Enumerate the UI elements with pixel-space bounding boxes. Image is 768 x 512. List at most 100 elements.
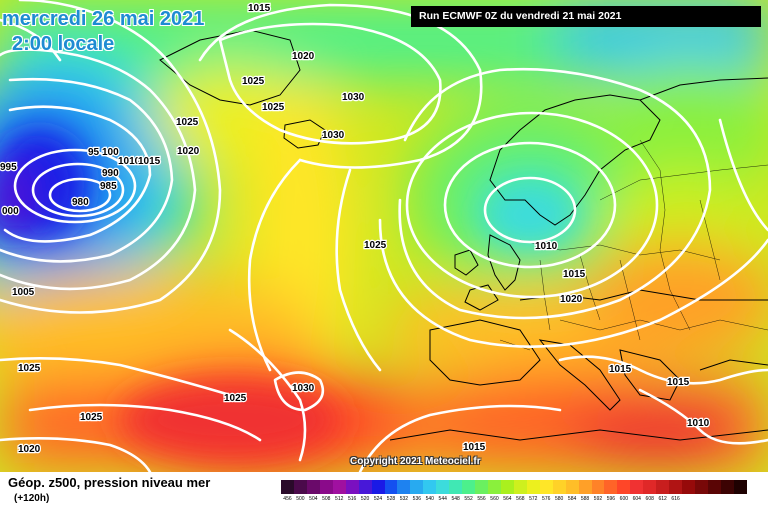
color-swatch-label — [695, 496, 708, 506]
color-swatch-label: 456 — [283, 496, 292, 502]
color-swatch-label: 544 — [438, 496, 447, 502]
color-swatch-label: 516 — [347, 496, 357, 502]
color-swatch-label: 564 — [503, 496, 512, 502]
isobar-label: 1030 — [292, 383, 315, 394]
color-swatch — [695, 480, 708, 494]
run-info: Run ECMWF 0Z du vendredi 21 mai 2021 — [411, 6, 761, 27]
isobar-labels: 1015 1020 1025 1025 1030 1025 1030 1020 995 95 100… — [0, 2, 711, 457]
color-swatch — [293, 480, 307, 494]
color-swatch — [707, 480, 721, 494]
color-swatch — [358, 480, 372, 494]
color-swatch-label: 592 — [593, 496, 603, 502]
color-swatch-label: 552 — [464, 496, 473, 502]
isobar-label: 1025 — [176, 117, 199, 128]
color-swatch — [371, 480, 385, 494]
color-swatch-label: 568 — [516, 496, 525, 502]
isobar-label: 1015 — [563, 269, 586, 280]
isobar-label: 1020 — [177, 146, 200, 157]
color-swatch-label — [682, 496, 695, 506]
copyright-notice: Copyright 2021 Meteociel.fr — [350, 456, 481, 467]
color-swatch — [591, 480, 605, 494]
color-swatch — [436, 480, 450, 494]
color-swatch — [462, 480, 476, 494]
color-swatch — [656, 480, 670, 494]
color-swatch — [384, 480, 398, 494]
color-swatch-label: 604 — [632, 496, 641, 502]
color-swatch-label: 616 — [671, 496, 680, 502]
isobar-label: 1025 — [80, 412, 103, 423]
color-swatch-label: 500 — [296, 496, 305, 502]
color-swatch-label: 580 — [554, 496, 564, 502]
isobar-label: 1030 — [342, 92, 365, 103]
isobar-label: 1010 — [687, 418, 710, 429]
color-swatch — [475, 480, 488, 494]
forecast-date: mercredi 26 mai 2021 — [2, 8, 205, 30]
color-swatch — [539, 480, 553, 494]
color-swatch-label: 576 — [542, 496, 551, 502]
isobar-label: 1025 — [18, 363, 41, 374]
isobar-label: 1025 — [262, 102, 285, 113]
color-swatch-label: 512 — [335, 496, 344, 502]
isobar-label: 1025 — [364, 240, 387, 251]
legend-title: Géop. z500, pression niveau mer — [8, 475, 211, 490]
isobar-label: 990 — [102, 168, 119, 179]
color-swatch — [526, 480, 540, 494]
color-swatch — [488, 480, 501, 494]
color-swatch-label: 532 — [399, 496, 409, 502]
local-time: 2:00 locale — [12, 33, 115, 55]
color-swatch-label: 548 — [451, 496, 460, 502]
color-swatch — [345, 480, 359, 494]
color-swatch-label: 520 — [360, 496, 370, 502]
color-swatch — [565, 480, 579, 494]
isobar-label: 1015 — [138, 156, 161, 167]
color-swatch-label: 608 — [645, 496, 654, 502]
color-swatch-label: 612 — [658, 496, 667, 502]
color-swatch-label: 600 — [619, 496, 629, 502]
color-swatch — [669, 480, 683, 494]
isobar-label: 1020 — [292, 51, 315, 62]
isobar-label: 1030 — [322, 130, 345, 141]
color-swatch — [332, 480, 346, 494]
color-swatch — [410, 480, 424, 494]
isobar-label: 1015 — [667, 377, 690, 388]
color-swatch-label — [708, 496, 721, 506]
color-swatch-label: 524 — [373, 496, 383, 502]
isobar-label: 995 — [0, 162, 17, 173]
color-swatch — [500, 480, 514, 494]
color-swatch — [733, 480, 747, 494]
color-swatch — [449, 480, 463, 494]
color-swatch-label: 504 — [309, 496, 318, 502]
color-swatch-label: 540 — [425, 496, 434, 502]
color-swatch — [513, 480, 527, 494]
color-scale-labels: 456 500 504 508 512 516 520 524 528 532 536 540 544 5… — [281, 496, 747, 506]
isobar-label: 000 — [2, 206, 19, 217]
color-swatch-label: 584 — [567, 496, 577, 502]
color-swatch — [397, 480, 411, 494]
color-swatch — [319, 480, 333, 494]
isobar-label: 1025 — [224, 393, 247, 404]
color-swatch — [682, 480, 695, 494]
isobar-label: 1010 — [535, 241, 558, 252]
color-swatch — [281, 480, 294, 494]
color-swatch — [552, 480, 566, 494]
color-swatch — [604, 480, 618, 494]
isobar-label: 95 — [88, 147, 100, 158]
color-swatch-label: 588 — [580, 496, 590, 502]
isobar-label: 1020 — [560, 294, 583, 305]
color-scale — [281, 480, 747, 494]
color-swatch-label: 560 — [490, 496, 499, 502]
color-swatch-label — [734, 496, 747, 506]
color-swatch — [643, 480, 657, 494]
geopotential-map: 1015 1020 1025 1025 1030 1025 1030 1020 995 95 100… — [0, 0, 768, 472]
isobar-label: 985 — [100, 181, 117, 192]
color-swatch — [630, 480, 644, 494]
color-swatch-label — [721, 496, 734, 506]
isobar-label: 1005 — [12, 287, 35, 298]
color-swatch-label: 596 — [606, 496, 616, 502]
color-swatch-label: 536 — [412, 496, 422, 502]
color-swatch-label: 528 — [386, 496, 396, 502]
color-swatch-label: 508 — [322, 496, 331, 502]
color-swatch — [306, 480, 320, 494]
isobar-label: 1015 — [609, 364, 632, 375]
